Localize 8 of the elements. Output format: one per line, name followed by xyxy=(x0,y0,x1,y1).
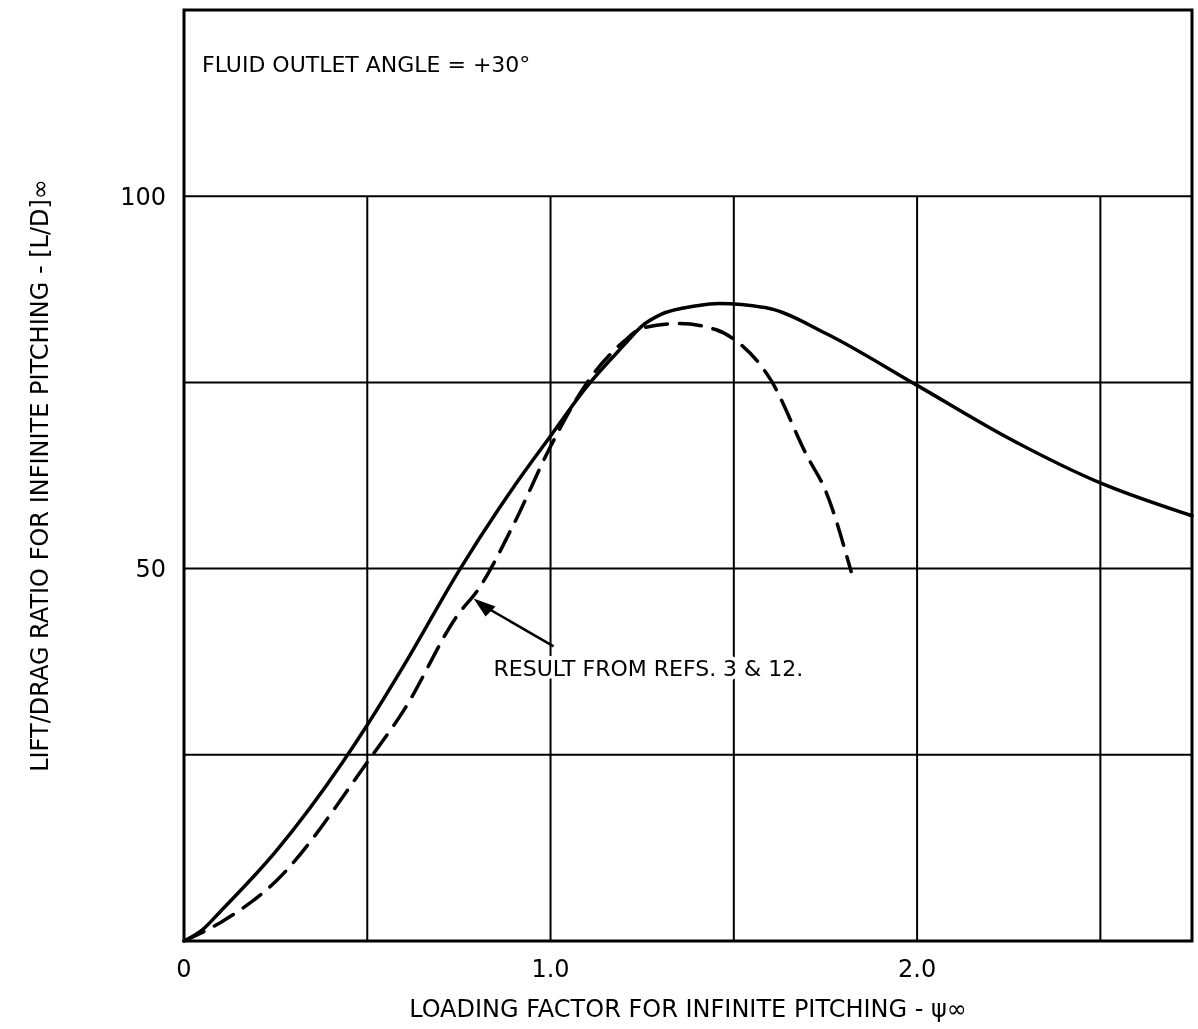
y-tick-label: 50 xyxy=(135,555,166,583)
y-axis-title: LIFT/DRAG RATIO FOR INFINITE PITCHING - [L/D]∞ xyxy=(26,179,54,772)
x-tick-label: 0 xyxy=(176,955,192,983)
x-tick-label: 2.0 xyxy=(898,955,937,983)
annotation: FLUID OUTLET ANGLE = +30° xyxy=(202,52,531,77)
x-axis-title: LOADING FACTOR FOR INFINITE PITCHING - ψ∞ xyxy=(409,995,967,1023)
x-tick-label: 1.0 xyxy=(531,955,570,983)
y-tick-label: 100 xyxy=(120,182,166,211)
